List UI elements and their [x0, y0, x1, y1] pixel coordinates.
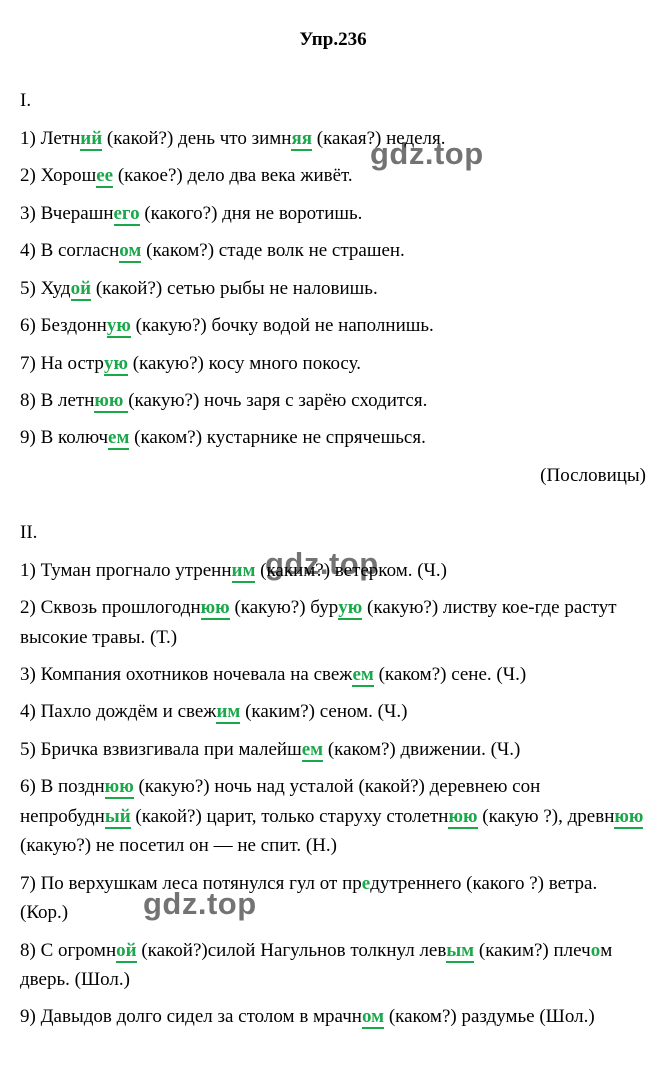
line-number: 7) [20, 353, 41, 374]
exercise-line: 5) Бричка взвизгивала при малейшем (како… [20, 735, 646, 764]
line-number: 4) [20, 701, 41, 722]
line-number: 2) [20, 597, 41, 618]
highlighted-ending: юю [448, 806, 477, 829]
exercise-line: 8) В летнюю (какую?) ночь заря с зарёю с… [20, 386, 646, 415]
exercise-line: 1) Туман прогнало утренним (каким?) вете… [20, 556, 646, 585]
exercise-line: 4) Пахло дождём и свежим (каким?) сеном.… [20, 697, 646, 726]
highlighted-letter: о [591, 940, 601, 961]
exercise-line: 5) Худой (какой?) сетью рыбы не наловишь… [20, 274, 646, 303]
highlighted-ending: ый [105, 806, 131, 829]
highlighted-ending: им [232, 560, 256, 583]
exercise-line: 3) Компания охотников ночевала на свежем… [20, 660, 646, 689]
exercise-title: Упр.236 [20, 25, 646, 54]
highlighted-ending: ую [338, 597, 362, 620]
highlighted-ending: юю [614, 806, 643, 829]
exercise-line: 2) Сквозь прошлогоднюю (какую?) бурую (к… [20, 593, 646, 652]
highlighted-ending: юю [94, 390, 128, 413]
exercise-line: 3) Вчерашнего (какого?) дня не воротишь. [20, 199, 646, 228]
exercise-line: 7) На острую (какую?) косу много покосу. [20, 349, 646, 378]
highlighted-ending: ую [107, 315, 131, 338]
highlighted-ending: ой [116, 940, 136, 963]
line-number: 6) [20, 776, 41, 797]
line-number: 3) [20, 664, 41, 685]
line-number: 9) [20, 1006, 41, 1027]
line-number: 6) [20, 315, 41, 336]
section-1-list: 1) Летний (какой?) день что зимняя (кака… [20, 124, 646, 453]
exercise-line: 7) По верхушкам леса потянулся гул от пр… [20, 869, 646, 928]
section-1-label: I. [20, 86, 646, 115]
exercise-line: 6) В позднюю (какую?) ночь над усталой (… [20, 772, 646, 860]
highlighted-ending: яя [291, 128, 312, 151]
section-2-label: II. [20, 518, 646, 547]
line-number: 7) [20, 873, 41, 894]
line-number: 5) [20, 739, 41, 760]
highlighted-ending: ым [446, 940, 474, 963]
exercise-line: 9) В колючем (каком?) кустарнике не спря… [20, 423, 646, 452]
line-number: 3) [20, 203, 41, 224]
highlighted-ending: ем [108, 427, 129, 450]
highlighted-ending: его [114, 203, 140, 226]
line-number: 4) [20, 240, 41, 261]
highlighted-ending: ем [352, 664, 373, 687]
highlighted-ending: ем [302, 739, 323, 762]
section-2-list: 1) Туман прогнало утренним (каким?) вете… [20, 556, 646, 1032]
highlighted-ending: им [216, 701, 240, 724]
line-number: 5) [20, 278, 41, 299]
highlighted-ending: юю [201, 597, 230, 620]
highlighted-ending: ом [362, 1006, 384, 1029]
exercise-line: 2) Хорошее (какое?) дело два века живёт. [20, 161, 646, 190]
line-number: 2) [20, 165, 41, 186]
exercise-line: 8) С огромной (какой?)силой Нагульнов то… [20, 936, 646, 995]
line-number: 8) [20, 390, 41, 411]
exercise-line: 9) Давыдов долго сидел за столом в мрачн… [20, 1002, 646, 1031]
highlighted-ending: ий [80, 128, 102, 151]
highlighted-ending: ую [104, 353, 128, 376]
section-1-attribution: (Пословицы) [20, 461, 646, 490]
highlighted-ending: ее [96, 165, 113, 188]
exercise-line: 1) Летний (какой?) день что зимняя (кака… [20, 124, 646, 153]
line-number: 8) [20, 940, 41, 961]
highlighted-ending: юю [105, 776, 134, 799]
highlighted-ending: ом [119, 240, 141, 263]
line-number: 9) [20, 427, 41, 448]
line-number: 1) [20, 560, 41, 581]
exercise-line: 4) В согласном (каком?) стаде волк не ст… [20, 236, 646, 265]
line-number: 1) [20, 128, 41, 149]
exercise-line: 6) Бездонную (какую?) бочку водой не нап… [20, 311, 646, 340]
highlighted-ending: ой [71, 278, 91, 301]
highlighted-letter: е [362, 873, 370, 894]
